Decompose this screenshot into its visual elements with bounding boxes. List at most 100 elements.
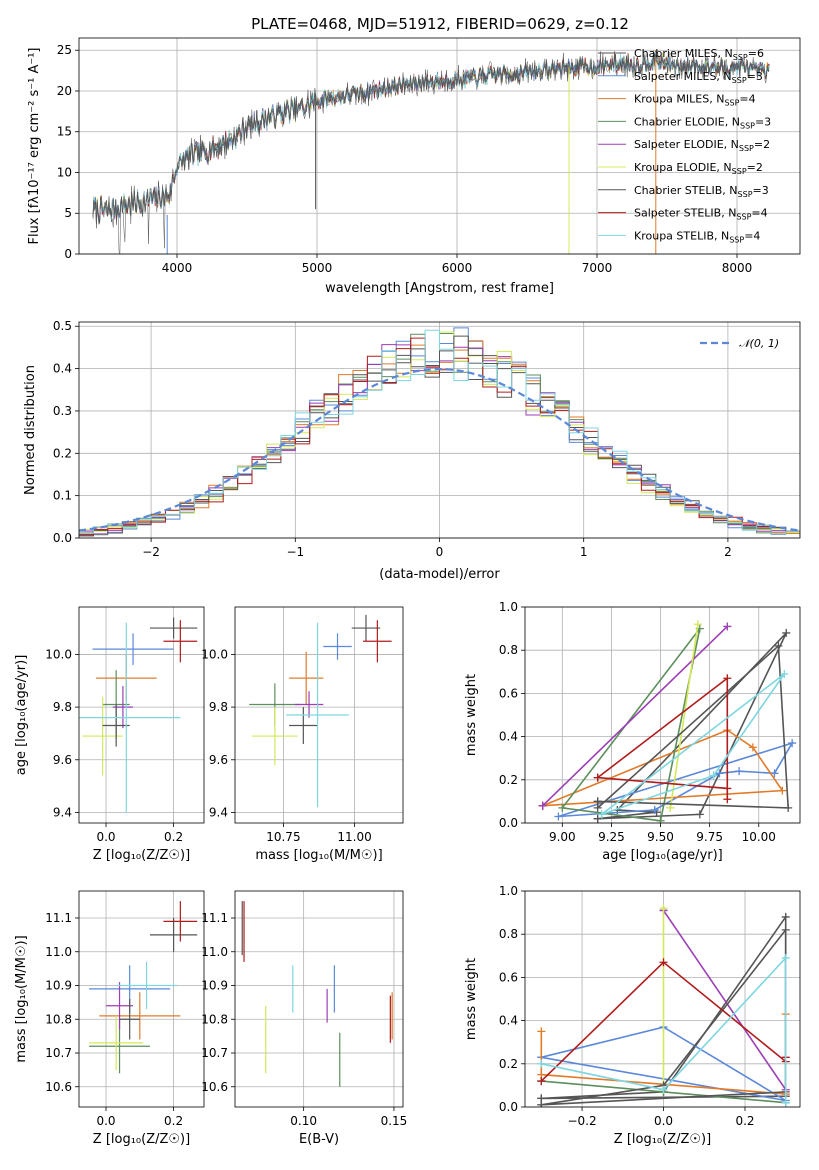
legend-entry: Chabrier STELIB, NSSP=3 bbox=[634, 184, 769, 199]
weight-marker bbox=[723, 795, 732, 804]
y-tick-label: 1.0 bbox=[499, 600, 518, 614]
weight-marker bbox=[593, 797, 602, 806]
weight-marker bbox=[666, 803, 675, 812]
weight-series-6 bbox=[666, 620, 702, 812]
plot-area bbox=[79, 327, 800, 537]
weight-line bbox=[669, 624, 699, 809]
axes-frame bbox=[234, 606, 404, 824]
panel-weight-vs-Z: −0.2 0.0 0.2 0.0 0.2 0.4 0.6 0.8 1.0 Z [log₁₀(Z/Z… bbox=[464, 884, 801, 1147]
ticks: 9.00 9.25 9.50 9.75 10.00 0.0 0.2 0.4 0.6 0.8 1.0 bbox=[499, 600, 776, 844]
plot-area bbox=[538, 620, 797, 823]
x-axis-label: Z [log₁₀(Z/Z☉)] bbox=[614, 1132, 711, 1147]
error-bar-point bbox=[116, 961, 177, 1010]
weight-marker bbox=[659, 904, 668, 913]
x-tick-label: 0.2 bbox=[735, 1114, 754, 1128]
x-tick-label: 6000 bbox=[442, 261, 473, 275]
y-tick-label: 10.6 bbox=[45, 1080, 72, 1094]
y-tick-label: 10.7 bbox=[45, 1046, 72, 1060]
error-bar-point bbox=[149, 617, 198, 639]
weight-marker bbox=[781, 912, 790, 921]
grid bbox=[235, 891, 403, 1107]
legend-entry: Salpeter MILES, NSSP=3 bbox=[634, 70, 763, 85]
x-tick-label: 1 bbox=[580, 545, 588, 559]
panel-mass-vs-Z: 0.0 0.2 10.6 10.7 10.8 10.9 11.0 11.1 Z [log₁₀(Z… bbox=[14, 890, 205, 1147]
x-tick-label: 0.2 bbox=[164, 1114, 183, 1128]
y-tick-label: 9.4 bbox=[209, 805, 228, 819]
weight-marker bbox=[659, 1085, 668, 1094]
weight-marker bbox=[537, 1059, 546, 1068]
y-tick-label: 11.0 bbox=[45, 945, 72, 959]
error-bar-point bbox=[363, 620, 392, 663]
x-tick-label: 9.75 bbox=[696, 830, 723, 844]
x-tick-label: 8000 bbox=[722, 261, 753, 275]
plot-area bbox=[537, 904, 790, 1107]
plot-area bbox=[79, 617, 198, 813]
y-tick-label: 10.7 bbox=[201, 1046, 228, 1060]
y-axis-label: mass weight bbox=[464, 958, 479, 1040]
y-tick-label: 1.0 bbox=[499, 884, 518, 898]
legend-entry: Salpeter STELIB, NSSP=4 bbox=[634, 207, 768, 222]
ticks: 4000 5000 6000 7000 8000 0 5 10 15 20 25 bbox=[57, 43, 753, 275]
panel-age-vs-mass: 10.75 11.00 9.4 9.6 9.8 10.0 mass [log₁₀(M/M☉)… bbox=[201, 606, 404, 863]
error-bar-point bbox=[79, 622, 181, 813]
weight-series-7 bbox=[593, 641, 793, 812]
error-bar-point bbox=[119, 999, 140, 1040]
error-bar-point bbox=[351, 614, 381, 642]
weight-line bbox=[597, 676, 729, 800]
weight-line bbox=[541, 955, 787, 1103]
weight-series-2 bbox=[554, 739, 797, 821]
y-tick-label: 0.0 bbox=[499, 816, 518, 830]
error-bar-point bbox=[294, 691, 324, 718]
weight-marker bbox=[709, 771, 718, 780]
ticks: 0.0 0.2 9.4 9.6 9.8 10.0 bbox=[45, 647, 183, 844]
y-tick-label: 10.6 bbox=[201, 1080, 228, 1094]
weight-marker bbox=[770, 769, 779, 778]
y-tick-label: 0.8 bbox=[499, 643, 518, 657]
x-tick-label: 0.10 bbox=[290, 1114, 317, 1128]
y-tick-label: 0.0 bbox=[499, 1100, 518, 1114]
x-axis-label: E(B-V) bbox=[299, 1132, 339, 1147]
weight-series-6 bbox=[659, 904, 668, 1094]
x-tick-label: 0.0 bbox=[654, 1114, 673, 1128]
panel-weight-vs-age: 9.00 9.25 9.50 9.75 10.00 0.0 0.2 0.4 0.6 0.8 1.0 a… bbox=[464, 600, 801, 863]
legend-entry: Salpeter ELODIE, NSSP=2 bbox=[634, 138, 770, 153]
ticks: 10.75 11.00 9.4 9.6 9.8 10.0 bbox=[201, 647, 371, 844]
x-tick-label: 9.25 bbox=[598, 830, 625, 844]
y-tick-label: 0.4 bbox=[499, 730, 518, 744]
grid bbox=[79, 607, 204, 823]
ticks: 0.10 0.15 10.6 10.7 10.8 10.9 11.0 11.1 bbox=[201, 911, 407, 1128]
legend-entry: Kroupa STELIB, NSSP=4 bbox=[634, 229, 760, 244]
grid bbox=[525, 606, 800, 824]
x-tick-label: −2 bbox=[142, 545, 160, 559]
weight-marker bbox=[650, 806, 659, 815]
panel-histogram: −2 −1 0 1 2 0.0 0.1 0.2 0.3 0.4 0.5 (data-model)/er… bbox=[23, 319, 801, 582]
weight-marker bbox=[597, 810, 606, 819]
weight-series-4 bbox=[558, 624, 704, 823]
y-axis-label: mass [log₁₀(M/M☉)] bbox=[14, 935, 29, 1062]
x-tick-label: 11.00 bbox=[337, 830, 371, 844]
error-bar-point bbox=[289, 707, 318, 744]
y-tick-label: 11.1 bbox=[201, 911, 228, 925]
error-bar-point bbox=[163, 901, 198, 942]
plot-area bbox=[89, 901, 198, 1074]
legend-entry: Chabrier ELODIE, NSSP=3 bbox=[634, 115, 771, 130]
grid bbox=[235, 607, 403, 823]
plot-area bbox=[249, 614, 392, 808]
x-tick-label: 0.15 bbox=[381, 1114, 408, 1128]
x-tick-label: −1 bbox=[286, 545, 304, 559]
y-tick-label: 10.8 bbox=[45, 1012, 72, 1026]
y-tick-label: 0.4 bbox=[499, 1014, 518, 1028]
weight-marker bbox=[784, 803, 793, 812]
axes-frame bbox=[78, 606, 205, 824]
weight-marker bbox=[780, 669, 789, 678]
plot-area bbox=[92, 50, 770, 254]
weight-series-9 bbox=[597, 669, 789, 819]
axes-frame bbox=[78, 890, 205, 1108]
weight-marker bbox=[781, 925, 790, 934]
panel-age-vs-Z: 0.0 0.2 9.4 9.6 9.8 10.0 Z [log₁₀(Z/Z☉)] age [l… bbox=[14, 606, 205, 863]
x-tick-label: 4000 bbox=[162, 261, 193, 275]
weight-marker bbox=[715, 769, 724, 778]
y-tick-label: 9.6 bbox=[53, 753, 72, 767]
y-axis-label: Flux [fλ10⁻¹⁷ erg cm⁻² s⁻¹ A⁻¹] bbox=[27, 48, 42, 245]
